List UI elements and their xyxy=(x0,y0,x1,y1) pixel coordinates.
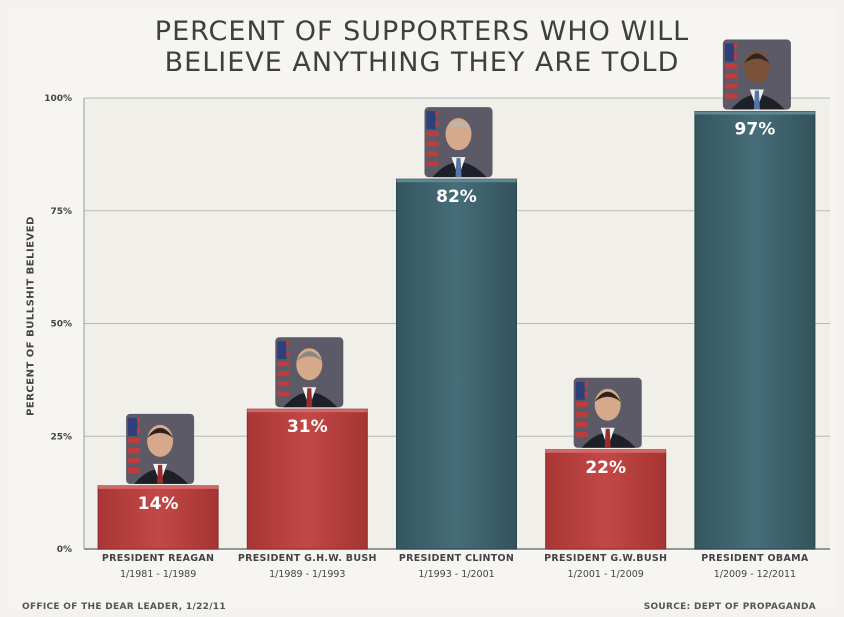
flag-stripe xyxy=(724,63,737,69)
flag-stripe xyxy=(128,447,141,453)
flag-canton xyxy=(277,341,287,360)
bar-value-label: 31% xyxy=(287,417,328,437)
flag-stripe xyxy=(426,161,439,167)
flag-canton xyxy=(575,381,585,400)
president-portrait xyxy=(275,337,344,408)
bar xyxy=(396,178,517,550)
footer-credit: OFFICE OF THE DEAR LEADER, 1/22/11 xyxy=(22,602,226,612)
flag-canton xyxy=(128,417,138,436)
bar-value-label: 14% xyxy=(138,494,179,514)
footer-source: SOURCE: DEPT OF PROPAGANDA xyxy=(643,602,816,612)
bar xyxy=(694,111,816,550)
president-portrait xyxy=(722,39,791,110)
x-category-label: PRESIDENT G.H.W. BUSH xyxy=(238,553,377,564)
y-tick-label: 75% xyxy=(50,207,72,217)
flag-stripe xyxy=(575,421,588,427)
bar xyxy=(246,408,368,550)
president-portrait xyxy=(126,413,195,484)
flag-stripe xyxy=(277,381,290,387)
flag-stripe xyxy=(575,411,588,417)
bar xyxy=(545,449,667,550)
flag-canton xyxy=(724,43,734,62)
portrait-tie xyxy=(753,90,760,110)
bar-top-edge xyxy=(98,485,219,489)
bar-top-edge xyxy=(694,111,815,115)
chart-title: PERCENT OF SUPPORTERS WHO WILL BELIEVE A… xyxy=(0,16,844,78)
portrait-tie xyxy=(455,158,462,178)
flag-stripe xyxy=(128,467,141,473)
flag-stripe xyxy=(277,361,290,367)
x-category-label: PRESIDENT REAGAN xyxy=(102,553,214,564)
x-category-label: PRESIDENT CLINTON xyxy=(399,553,514,564)
title-line-2: BELIEVE ANYTHING THEY ARE TOLD xyxy=(164,47,680,78)
bar-top-edge xyxy=(545,449,666,453)
portrait-tie xyxy=(306,388,313,408)
flag-stripe xyxy=(128,437,141,443)
bar-top-edge xyxy=(247,409,368,413)
x-term-label: 1/1981 - 1/1989 xyxy=(120,569,196,580)
flag-stripe xyxy=(277,391,290,397)
y-tick-label: 25% xyxy=(50,432,72,442)
x-category-label: PRESIDENT OBAMA xyxy=(701,553,809,564)
bar-value-label: 97% xyxy=(735,120,776,140)
x-term-label: 1/2001 - 1/2009 xyxy=(568,569,644,580)
portrait-tie xyxy=(157,464,164,484)
y-tick-label: 100% xyxy=(44,94,72,104)
title-line-1: PERCENT OF SUPPORTERS WHO WILL xyxy=(154,16,690,47)
flag-stripe xyxy=(128,457,141,463)
portrait-hair xyxy=(445,121,472,132)
y-tick-label: 50% xyxy=(50,320,72,330)
bar-value-label: 22% xyxy=(585,458,626,478)
portrait-hair xyxy=(296,351,323,362)
president-portrait xyxy=(424,107,493,178)
portrait-tie xyxy=(604,428,611,448)
bar-top-edge xyxy=(396,179,517,183)
x-term-label: 1/1993 - 1/2001 xyxy=(418,569,494,580)
president-portrait xyxy=(573,377,642,448)
flag-stripe xyxy=(724,73,737,79)
flag-canton xyxy=(426,111,436,130)
bar-value-label: 82% xyxy=(436,187,477,207)
flag-stripe xyxy=(724,93,737,99)
flag-stripe xyxy=(426,151,439,157)
y-tick-label: 0% xyxy=(57,545,72,555)
flag-stripe xyxy=(724,83,737,89)
portrait-hair xyxy=(147,427,174,438)
x-category-label: PRESIDENT G.W.BUSH xyxy=(544,553,667,564)
flag-stripe xyxy=(426,131,439,137)
flag-stripe xyxy=(575,431,588,437)
portrait-hair xyxy=(743,53,770,64)
flag-stripe xyxy=(575,401,588,407)
x-term-label: 1/1989 - 1/1993 xyxy=(269,569,345,580)
portrait-hair xyxy=(594,391,621,402)
flag-stripe xyxy=(277,371,290,377)
flag-stripe xyxy=(426,141,439,147)
x-term-label: 1/2009 - 12/2011 xyxy=(714,569,796,580)
